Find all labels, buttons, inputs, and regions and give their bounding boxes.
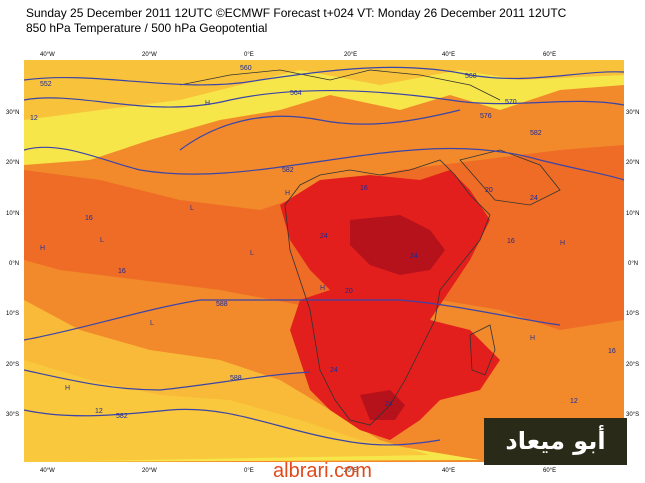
high-marker: H (320, 285, 325, 292)
contour-label: 582 (530, 130, 542, 137)
temp-band-light-north (24, 60, 624, 120)
high-marker: H (285, 190, 290, 197)
contour-label: 16 (118, 268, 126, 275)
temp-band-dark-red (350, 215, 445, 275)
contour-label: 576 (480, 113, 492, 120)
lon-label-bottom: 0°E (244, 468, 254, 474)
lon-label-top: 60°E (543, 52, 556, 58)
contour-label: 12 (95, 408, 103, 415)
lon-label-top: 20°E (344, 52, 357, 58)
lon-label-bottom: 40°E (442, 468, 455, 474)
contour-label: 20 (485, 187, 493, 194)
coastline-europe (179, 69, 501, 101)
contour-label: 582 (116, 413, 128, 420)
contour-label: 564 (290, 90, 302, 97)
contour-label: 588 (216, 301, 228, 308)
lat-label-left: 10°S (6, 311, 19, 317)
coastline-madagascar (469, 324, 496, 376)
high-marker: H (530, 335, 535, 342)
lon-label-top: 20°W (142, 52, 157, 58)
contour-label: 20 (345, 288, 353, 295)
geopotential-line-5 (23, 369, 311, 391)
lon-label-top: 0°E (244, 52, 254, 58)
geopotential-line-2 (23, 89, 625, 108)
geopotential-line-7 (179, 109, 461, 151)
chart-title-line1: Sunday 25 December 2011 12UTC ©ECMWF For… (26, 6, 567, 20)
lon-label-bottom: 20°W (142, 468, 157, 474)
lat-label-right: 0°N (628, 261, 638, 267)
coastline-arabia (459, 149, 561, 206)
contour-label: 582 (282, 167, 294, 174)
low-marker: L (100, 237, 104, 244)
lon-label-top: 40°E (442, 52, 455, 58)
contour-label: 24 (385, 401, 393, 408)
lat-label-left: 10°N (6, 211, 19, 217)
low-marker: L (250, 250, 254, 257)
contour-label: 16 (360, 185, 368, 192)
contour-label: 24 (320, 233, 328, 240)
contour-label: 568 (465, 73, 477, 80)
high-marker: H (65, 385, 70, 392)
contour-label: 588 (230, 375, 242, 382)
contour-label: 560 (240, 65, 252, 72)
lat-label-right: 10°N (626, 211, 639, 217)
high-marker: H (560, 240, 565, 247)
watermark-arabic: أبو ميعاد (484, 418, 627, 465)
contour-label: 12 (30, 115, 38, 122)
lon-label-bottom: 40°W (40, 468, 55, 474)
temp-band-red (280, 170, 500, 440)
high-marker: H (205, 100, 210, 107)
lat-label-right: 30°N (626, 110, 639, 116)
lat-label-left: 30°S (6, 412, 19, 418)
high-marker: H (40, 245, 45, 252)
contour-label: 12 (570, 398, 578, 405)
lat-label-right: 20°S (626, 362, 639, 368)
lon-label-bottom: 60°E (543, 468, 556, 474)
contour-label: 24 (330, 367, 338, 374)
geopotential-line-4 (23, 299, 561, 341)
low-marker: L (190, 205, 194, 212)
lat-label-right: 30°S (626, 412, 639, 418)
geopotential-line-6 (23, 408, 441, 446)
lat-label-right: 20°N (626, 160, 639, 166)
contour-label: 24 (410, 253, 418, 260)
contour-label: 570 (505, 99, 517, 106)
geopotential-line-1 (23, 66, 625, 86)
low-marker: L (150, 320, 154, 327)
lat-label-left: 20°N (6, 160, 19, 166)
watermark-site: albrari.com (273, 460, 372, 482)
contour-label: 16 (608, 348, 616, 355)
lat-label-left: 30°N (6, 110, 19, 116)
contour-label: 16 (507, 238, 515, 245)
lat-label-right: 10°S (626, 311, 639, 317)
geopotential-line-3 (23, 146, 625, 181)
lon-label-top: 40°W (40, 52, 55, 58)
contour-label: 24 (530, 195, 538, 202)
chart-title-line2: 850 hPa Temperature / 500 hPa Geopotenti… (26, 21, 268, 35)
contour-label: 552 (40, 81, 52, 88)
lat-label-left: 20°S (6, 362, 19, 368)
temp-band-dark-red-south (360, 390, 405, 420)
lon-label-bottom: 20°E (344, 468, 357, 474)
lat-label-left: 0°N (9, 261, 19, 267)
contour-label: 16 (85, 215, 93, 222)
